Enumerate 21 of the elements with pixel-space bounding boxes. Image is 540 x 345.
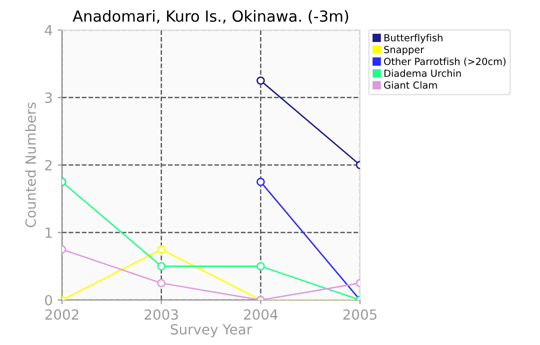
y-tick-label: 4 xyxy=(44,25,52,36)
legend-label: Diadema Urchin xyxy=(384,69,461,77)
x-tick-label: 2005 xyxy=(343,309,376,320)
legend-label: Snapper xyxy=(384,46,424,56)
point xyxy=(157,245,166,254)
y-tick-label: 1 xyxy=(46,228,52,238)
y-tick-label: 3 xyxy=(45,92,52,103)
x-tick-label: 2003 xyxy=(144,309,178,320)
legend-label: Other Parrotfish (>20cm) xyxy=(384,58,506,66)
legend-label: Butterflyfish xyxy=(384,34,442,44)
y-tick-label: 2 xyxy=(45,160,52,170)
point xyxy=(256,178,265,186)
y-axis-title: Counted Numbers xyxy=(25,102,36,228)
legend-label: Giant Clam xyxy=(384,81,437,89)
x-tick-label: 2004 xyxy=(244,309,278,320)
x-axis-title: Survey Year xyxy=(170,324,252,338)
point xyxy=(157,262,166,270)
x-tick-label: 2002 xyxy=(45,309,78,320)
y-tick-label: 0 xyxy=(45,294,52,306)
point xyxy=(256,262,265,270)
chart-title: Anadomari, Kuro Is., Okinawa. (-3m) xyxy=(72,10,348,24)
